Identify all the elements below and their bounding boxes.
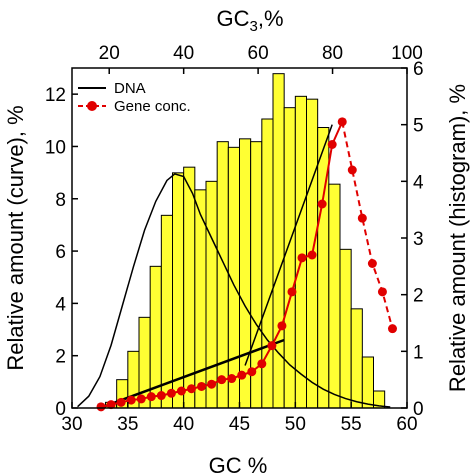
histogram-bar: [183, 166, 196, 409]
data-point-gene-conc: [237, 370, 247, 380]
data-point-gene-conc: [317, 199, 327, 209]
x-tick-label: 45: [229, 414, 250, 435]
legend-label-dna: DNA: [114, 80, 146, 97]
data-point-gene-conc: [96, 402, 106, 412]
x-axis-title: GC %: [209, 453, 268, 474]
histogram-bar: [283, 107, 296, 409]
y-axis-title-right: Relative amount (histogram), %: [445, 84, 470, 392]
data-point-gene-conc: [327, 140, 337, 149]
histogram-bar: [350, 308, 363, 409]
y-tick-label-right: 0: [413, 399, 424, 420]
data-point-gene-conc: [267, 341, 277, 351]
y-tick-label-left: 10: [45, 137, 66, 158]
x-tick-label: 60: [396, 414, 417, 435]
data-point-gene-conc: [186, 384, 196, 394]
histogram-bar: [361, 356, 375, 409]
top-x-tick-label: 20: [99, 43, 120, 64]
y-tick-label-right: 2: [413, 286, 424, 307]
data-point-gene-conc: [367, 259, 377, 268]
y-tick-label-right: 5: [413, 116, 424, 137]
data-point-gene-conc: [387, 324, 397, 334]
x-tick-label: 40: [173, 414, 194, 435]
y-axis-title-left: Relative amount (curve), %: [3, 105, 28, 370]
data-point-gene-conc: [116, 397, 126, 407]
top-axis-title-suffix: ,%: [258, 6, 284, 31]
legend: DNA Gene conc.: [78, 80, 191, 115]
data-point-gene-conc: [287, 287, 297, 297]
data-point-gene-conc: [227, 374, 237, 384]
data-point-gene-conc: [257, 359, 267, 369]
histogram-bar: [328, 183, 341, 409]
y-tick-label-left: 2: [55, 347, 66, 368]
top-axis-title-main: GC: [216, 6, 249, 31]
y-tick-label-right: 6: [413, 59, 424, 80]
series-lines: [77, 117, 397, 412]
data-point-gene-conc: [357, 213, 367, 223]
y-tick-label-left: 0: [55, 399, 66, 420]
top-axis-title-sub: 3: [249, 18, 257, 35]
x-tick-label: 30: [61, 414, 82, 435]
data-point-gene-conc: [136, 394, 146, 404]
top-x-tick-label: 40: [173, 43, 194, 64]
data-point-gene-conc: [277, 321, 287, 331]
data-point-gene-conc: [307, 250, 317, 260]
y-tick-label-left: 12: [45, 85, 66, 106]
data-point-gene-conc: [146, 392, 156, 402]
series-line-gene-conc-dashed: [341, 121, 394, 329]
data-point-gene-conc: [197, 381, 207, 391]
y-tick-label-right: 1: [413, 342, 424, 363]
y-tick-label-left: 8: [55, 190, 66, 211]
x-tick-label: 35: [117, 414, 138, 435]
x-tick-label: 55: [341, 414, 362, 435]
histogram-bar: [239, 138, 252, 409]
series-line-dna: [77, 173, 391, 408]
histogram-bar: [172, 172, 185, 409]
data-point-gene-conc: [247, 367, 257, 377]
data-point-gene-conc: [217, 375, 227, 385]
data-point-gene-conc: [166, 388, 176, 398]
top-x-tick-label: 60: [248, 43, 269, 64]
data-point-gene-conc: [337, 117, 347, 127]
data-point-gene-conc: [156, 391, 166, 401]
y-tick-label-right: 4: [413, 172, 424, 193]
histogram-bar: [160, 214, 173, 409]
histogram-bar: [339, 248, 352, 409]
data-point-gene-conc: [176, 386, 186, 396]
histogram-bar: [294, 95, 308, 409]
top-axis-title: GC3,%: [216, 6, 283, 35]
y-tick-label-left: 4: [55, 294, 66, 315]
y-tick-label-right: 3: [413, 229, 424, 250]
top-x-tick-label: 100: [391, 43, 423, 64]
histogram-bar: [205, 180, 218, 409]
x-tick-label: 50: [285, 414, 306, 435]
y-tick-label-left: 6: [55, 242, 66, 263]
top-x-tick-label: 80: [322, 43, 343, 64]
data-point-gene-conc: [347, 165, 357, 175]
histogram-bar: [216, 141, 229, 409]
data-point-gene-conc: [377, 287, 387, 297]
data-point-gene-conc: [297, 253, 307, 263]
data-point-gene-conc: [106, 400, 116, 410]
fit-line: [244, 124, 333, 366]
legend-label-gene-conc: Gene conc.: [114, 98, 191, 115]
data-point-gene-conc: [207, 379, 217, 389]
legend-marker-gene-conc: [87, 101, 97, 111]
data-point-gene-conc: [126, 395, 136, 405]
